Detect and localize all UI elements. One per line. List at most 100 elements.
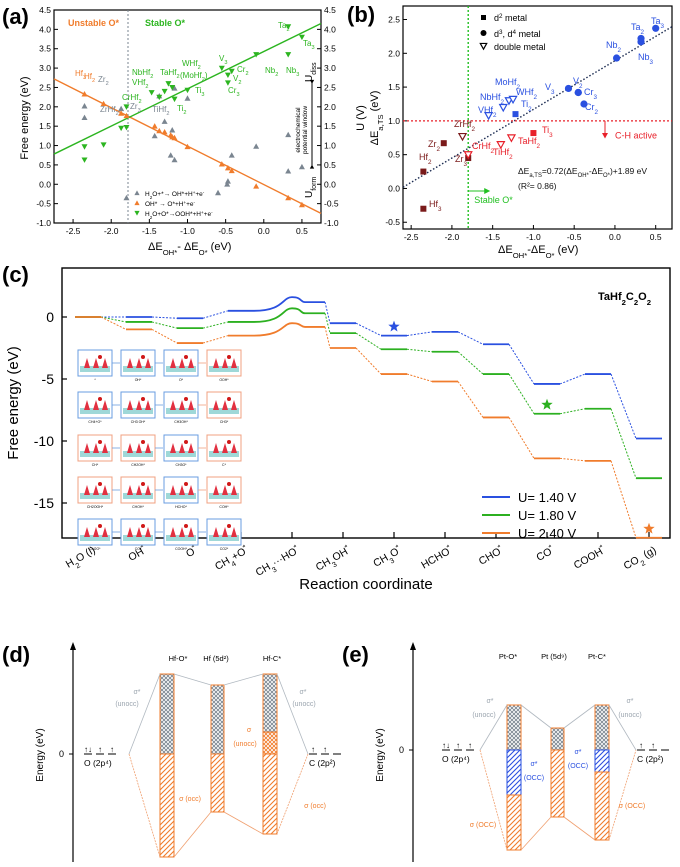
window-arrow-bottom: [309, 164, 315, 169]
text-segment: *: [598, 542, 605, 551]
spin-up-icon: ↑: [323, 745, 327, 754]
correlation-line: [563, 704, 596, 729]
data-point: [100, 142, 107, 148]
orbital-band: [506, 704, 522, 751]
substrate: [166, 451, 196, 457]
text-segment: 3: [464, 161, 468, 168]
zero-label: 0: [59, 749, 64, 759]
connector: [610, 408, 637, 479]
text-segment: 2: [537, 143, 541, 150]
text-segment: U: [304, 75, 315, 82]
text-segment: a,TS: [376, 114, 385, 130]
text-segment: V: [233, 74, 239, 83]
spin-up-icon: ↑: [651, 741, 655, 750]
x-tick-label: -1.0: [180, 226, 195, 236]
substrate: [166, 493, 196, 499]
plot-frame: [402, 5, 673, 230]
surface-atom: [84, 443, 90, 453]
point-annotation: V3: [219, 54, 227, 66]
connector: [610, 460, 637, 538]
text-segment: HCHO: [419, 546, 452, 572]
y-tick-label-right: 4.0: [324, 24, 336, 34]
column-label: Pt-C*: [588, 652, 606, 661]
text-segment: 2: [595, 109, 599, 116]
y-tick-label: 2.0: [388, 48, 400, 58]
surface-atom: [145, 527, 151, 537]
text-segment: 2: [286, 27, 289, 33]
series-140: [75, 296, 662, 440]
y-tick-label: 0.0: [388, 183, 400, 193]
stable-o-label: Stable O*: [474, 195, 513, 205]
surface-atom: [102, 485, 108, 495]
text-segment: MoHf: [495, 77, 517, 87]
text-segment: *: [292, 542, 299, 551]
point-annotation: WHf2: [182, 59, 201, 71]
text-segment: ΔE: [498, 244, 513, 256]
snapshot-label: O*: [179, 378, 184, 382]
text-segment: (eV): [369, 91, 381, 115]
surface-atom: [102, 400, 108, 410]
data-point: [224, 72, 231, 79]
text-segment: TaHf: [518, 136, 537, 146]
text-segment: metal: [516, 29, 541, 39]
point-annotation: Cr2: [585, 102, 599, 116]
correlation-line: [276, 753, 309, 835]
y-axis-label: Free energy (eV): [19, 76, 31, 159]
data-point: [161, 128, 168, 135]
point-annotation: Zr3: [130, 102, 141, 114]
adsorbate: [141, 440, 145, 444]
data-point: [285, 194, 292, 201]
connector: [406, 331, 433, 337]
y-tick-label: 0.0: [39, 179, 51, 189]
text-segment: 3: [236, 92, 239, 98]
substrate: [80, 408, 110, 414]
text-segment: ΔE: [369, 131, 381, 146]
point-annotation: Nb2: [265, 66, 278, 78]
text-segment: TaHf: [160, 68, 177, 77]
region-label-stable: Stable O*: [145, 18, 186, 28]
band-label: σ*: [626, 698, 633, 705]
o-orbital-label: O (2p⁴): [84, 758, 112, 768]
band-label: σ*: [486, 698, 493, 705]
substrate: [209, 493, 239, 499]
adsorbate: [227, 524, 231, 528]
text-segment: (eV): [555, 244, 579, 256]
point-annotation: Ta2: [278, 21, 290, 33]
snapshot-label: CO*: [135, 547, 142, 551]
text-segment: +e: [195, 191, 203, 198]
substrate: [166, 408, 196, 414]
text-segment: OH*: [578, 173, 590, 179]
spin-up-icon: ↑: [110, 745, 114, 754]
text-segment: 3: [311, 45, 314, 51]
surface-atom: [145, 358, 151, 368]
connector: [324, 326, 331, 349]
text-segment: *: [241, 542, 248, 551]
text-segment: 3: [551, 89, 555, 96]
energy-level: [253, 322, 325, 337]
text-segment: CH: [371, 552, 390, 570]
orbital-band: [210, 684, 225, 755]
point-annotation: TiHf2: [493, 147, 513, 161]
x-tick-label: -0.5: [567, 232, 582, 242]
data-point: [151, 132, 158, 139]
star-marker: [541, 398, 553, 410]
text-segment: V: [545, 82, 551, 92]
x-tick-label: CH4+O*: [212, 542, 253, 576]
window-arrow-top: [309, 79, 315, 84]
text-segment: , d: [503, 29, 513, 39]
orbital-band: [506, 794, 522, 851]
reaction-pathway-inset: * OH* O* OOH* CH4+O* CH3 OH* CH3OH* CH3* CH* CH2O…: [77, 349, 242, 551]
text-segment: *: [496, 542, 503, 551]
connector: [355, 332, 382, 350]
adsorbate: [184, 440, 188, 444]
legend-label: U= 1.40 V: [518, 490, 577, 505]
text-segment: Zr: [130, 102, 138, 111]
data-point: [228, 167, 235, 174]
surface-atom: [188, 527, 194, 537]
text-segment: H: [145, 211, 150, 218]
correlation-line: [608, 749, 637, 841]
text-segment: form: [311, 177, 318, 191]
panel-label-a: (a): [2, 4, 29, 29]
x-axis-label: ΔEOH*-ΔEO* (eV): [498, 244, 578, 260]
orbital-band: [262, 673, 278, 733]
